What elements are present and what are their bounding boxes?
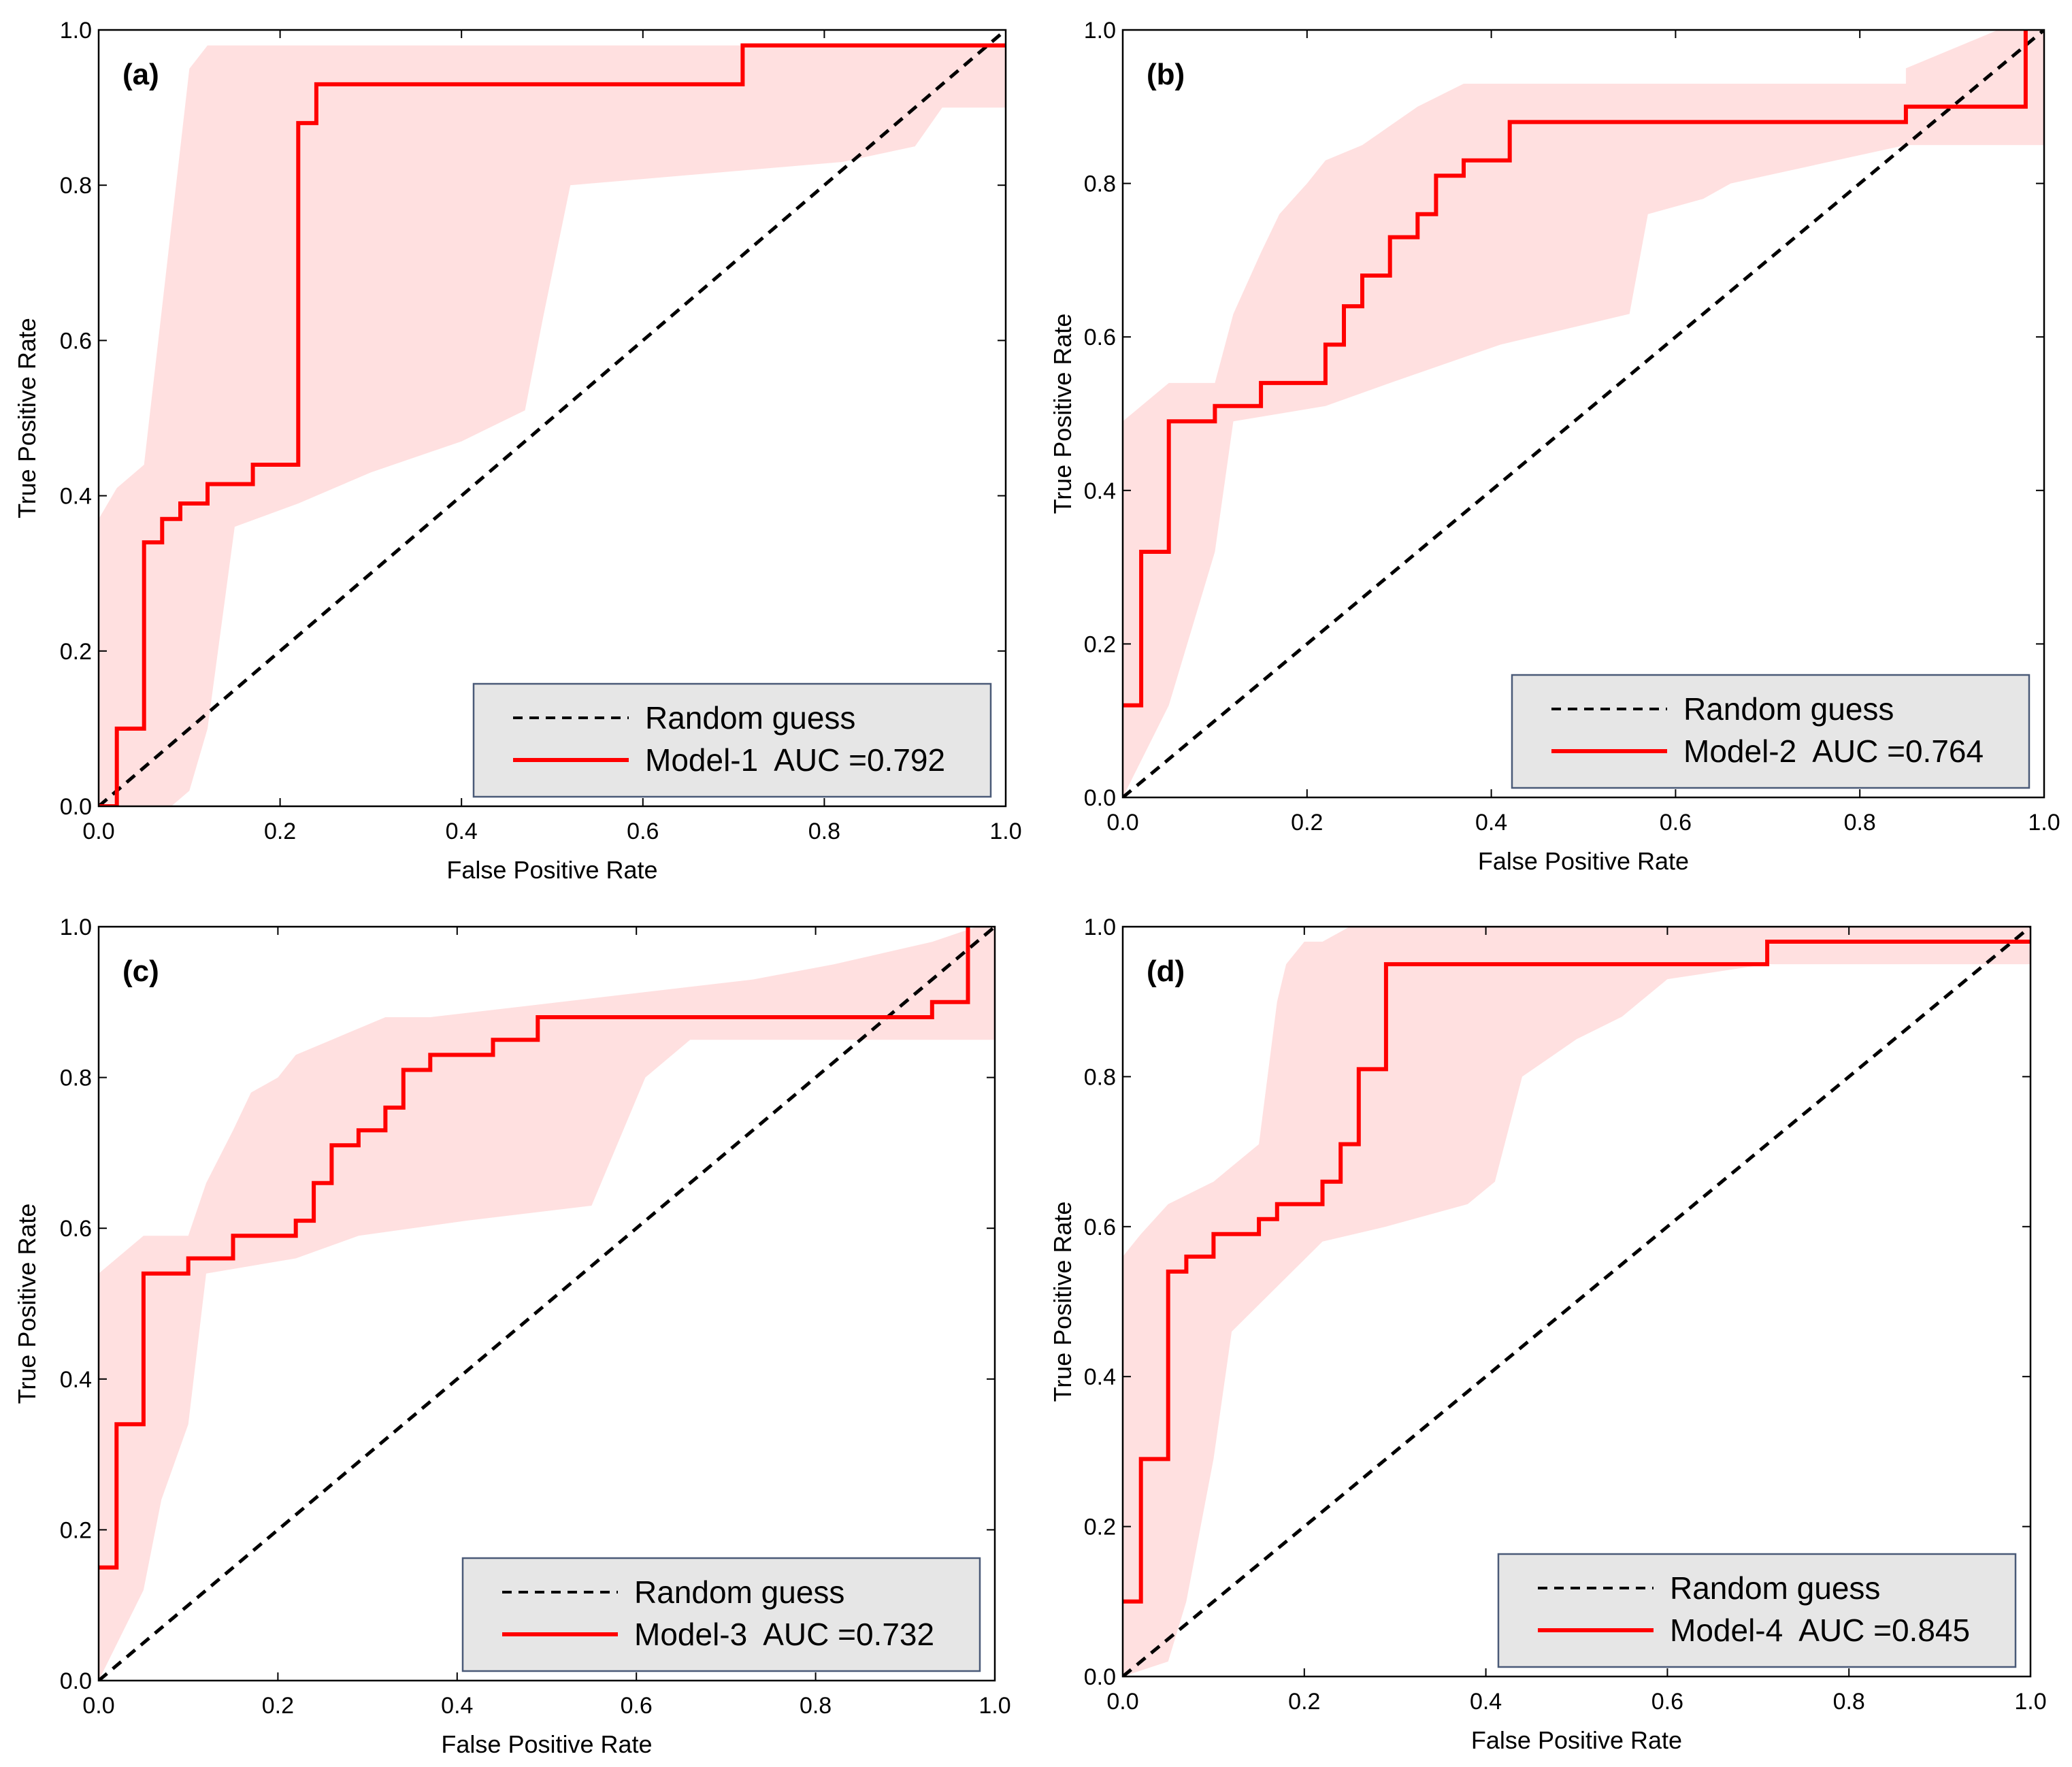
panel-3-x-tick-label: 0.2 [1288, 1689, 1320, 1715]
panel-1-panel-label: (b) [1147, 58, 1185, 91]
roc-panel-c: 0.0 0.2 0.4 0.6 0.8 1.0 0.0 0.2 0.4 0.6 0.8 1.0 Fals… [13, 914, 1011, 1758]
panel-0-x-tick-label: 0.2 [264, 819, 296, 844]
panel-2-y-tick-label: 1.0 [60, 914, 92, 940]
panel-3-legend-box [1497, 1553, 2017, 1668]
panel-1-x-tick-label: 1.0 [2028, 810, 2060, 836]
panel-1-x-tick-label: 0.0 [1106, 810, 1138, 836]
panel-2-legend-model-label: Model-3 AUC =0.732 [634, 1617, 934, 1652]
panel-1-x-tick-label: 0.8 [1844, 810, 1876, 836]
panel-3-y-tick-label: 1.0 [1084, 914, 1116, 940]
panel-3-y-tick-label: 0.8 [1084, 1064, 1116, 1090]
panel-0-x-tick-label: 0.6 [627, 819, 659, 844]
panel-3-x-axis-label: False Positive Rate [1471, 1726, 1682, 1754]
panel-3-x-tick-label: 1.0 [2014, 1689, 2046, 1715]
panel-0-panel-label: (a) [122, 58, 159, 91]
panel-3-x-tick-label: 0.0 [1106, 1689, 1138, 1715]
panel-2-y-tick-label: 0.6 [60, 1216, 92, 1242]
roc-panel-b: 0.0 0.2 0.4 0.6 0.8 1.0 0.0 0.2 0.4 0.6 0.8 1.0 Fals… [1049, 18, 2060, 875]
panel-2-legend-random-label: Random guess [634, 1574, 844, 1610]
panel-2-panel-label: (c) [122, 955, 159, 988]
panel-1-legend-model-label: Model-2 AUC =0.764 [1683, 733, 1984, 769]
panel-1-plot-frame [1121, 29, 2045, 799]
panel-2-x-axis-label: False Positive Rate [441, 1730, 652, 1758]
panel-3-y-tick-label: 0.6 [1084, 1215, 1116, 1240]
panel-3-x-tick-label: 0.6 [1651, 1689, 1683, 1715]
roc-panel-a: 0.0 0.2 0.4 0.6 0.8 1.0 0.0 0.2 0.4 0.6 0.8 1.0 Fals… [13, 18, 1022, 884]
panel-0-y-tick-label: 0.0 [60, 794, 92, 820]
panel-0-y-tick-label: 0.2 [60, 639, 92, 665]
panel-0-x-tick-label: 0.0 [82, 819, 114, 844]
panel-2-x-tick-label: 0.4 [441, 1693, 473, 1719]
panel-0-random-guess-line [99, 30, 1006, 806]
panel-2-model-roc-line [99, 927, 970, 1570]
panel-1-x-axis-label: False Positive Rate [1478, 847, 1689, 875]
panel-3-y-tick-label: 0.0 [1084, 1664, 1116, 1690]
panel-2-y-tick-label: 0.0 [60, 1668, 92, 1694]
panel-3-legend-random-label: Random guess [1670, 1570, 1880, 1606]
panel-3-random-guess-line [1123, 927, 2030, 1677]
panel-3-y-tick-label: 0.2 [1084, 1515, 1116, 1540]
panel-3-panel-label: (d) [1147, 955, 1185, 988]
panel-1-y-tick-label: 0.6 [1084, 325, 1116, 350]
panel-1-x-tick-label: 0.2 [1291, 810, 1323, 836]
panel-0-legend-model-label: Model-1 AUC =0.792 [645, 742, 945, 778]
panel-3-y-tick-label: 0.4 [1084, 1364, 1116, 1390]
panel-0-y-axis-label: True Positive Rate [13, 318, 41, 518]
roc-panel-d: 0.0 0.2 0.4 0.6 0.8 1.0 0.0 0.2 0.4 0.6 0.8 1.0 Fals… [1049, 914, 2047, 1754]
panel-1-y-tick-label: 0.4 [1084, 478, 1116, 504]
panel-2-y-tick-label: 0.2 [60, 1517, 92, 1543]
panel-1-confidence-band [1123, 30, 2044, 797]
panel-2-y-axis-label: True Positive Rate [13, 1204, 41, 1404]
panel-1-model-roc-line [1123, 30, 2028, 708]
panel-0-x-tick-label: 0.8 [808, 819, 840, 844]
panel-2-plot-frame [97, 925, 996, 1682]
panel-1-y-tick-label: 1.0 [1084, 18, 1116, 44]
panel-2-x-tick-label: 0.2 [262, 1693, 294, 1719]
panel-2-x-tick-label: 0.0 [82, 1693, 114, 1719]
panel-2-x-tick-label: 1.0 [979, 1693, 1010, 1719]
panel-0-model-roc-line [99, 43, 1006, 806]
panel-1-y-tick-label: 0.0 [1084, 785, 1116, 811]
panel-0-legend-box [472, 682, 992, 798]
panel-1-random-guess-line [1123, 30, 2044, 797]
panel-3-y-axis-label: True Positive Rate [1049, 1202, 1076, 1402]
panel-2-x-tick-label: 0.8 [800, 1693, 832, 1719]
panel-2-x-tick-label: 0.6 [621, 1693, 653, 1719]
panel-0-plot-frame [97, 29, 1007, 808]
panel-0-y-tick-label: 0.6 [60, 328, 92, 354]
panel-3-x-tick-label: 0.4 [1470, 1689, 1502, 1715]
panel-2-y-tick-label: 0.8 [60, 1066, 92, 1091]
panel-2-legend-box [461, 1557, 981, 1672]
panel-0-confidence-band [99, 45, 1006, 806]
panel-3-model-roc-line [1123, 940, 2030, 1604]
panel-1-x-tick-label: 0.6 [1660, 810, 1692, 836]
panel-2-random-guess-line [99, 927, 995, 1681]
panel-1-legend-random-label: Random guess [1683, 691, 1894, 727]
panel-2-y-tick-label: 0.4 [60, 1367, 92, 1393]
panel-3-x-tick-label: 0.8 [1833, 1689, 1865, 1715]
panel-0-y-tick-label: 0.4 [60, 484, 92, 510]
panel-1-y-tick-label: 0.2 [1084, 631, 1116, 657]
panel-0-x-tick-label: 0.4 [446, 819, 478, 844]
panel-0-y-tick-label: 1.0 [60, 18, 92, 44]
panel-1-y-tick-label: 0.8 [1084, 171, 1116, 197]
panel-1-x-tick-label: 0.4 [1475, 810, 1507, 836]
panel-0-y-tick-label: 0.8 [60, 173, 92, 199]
panel-2-confidence-band [99, 927, 995, 1681]
panel-1-legend-box [1511, 674, 2030, 789]
panel-0-legend-random-label: Random guess [645, 700, 855, 736]
panel-3-plot-frame [1121, 925, 2032, 1678]
panel-0-x-tick-label: 1.0 [989, 819, 1021, 844]
panel-0-x-axis-label: False Positive Rate [446, 856, 657, 884]
panel-3-confidence-band [1123, 927, 2030, 1677]
panel-1-y-axis-label: True Positive Rate [1049, 314, 1076, 514]
panel-3-legend-model-label: Model-4 AUC =0.845 [1670, 1613, 1970, 1648]
